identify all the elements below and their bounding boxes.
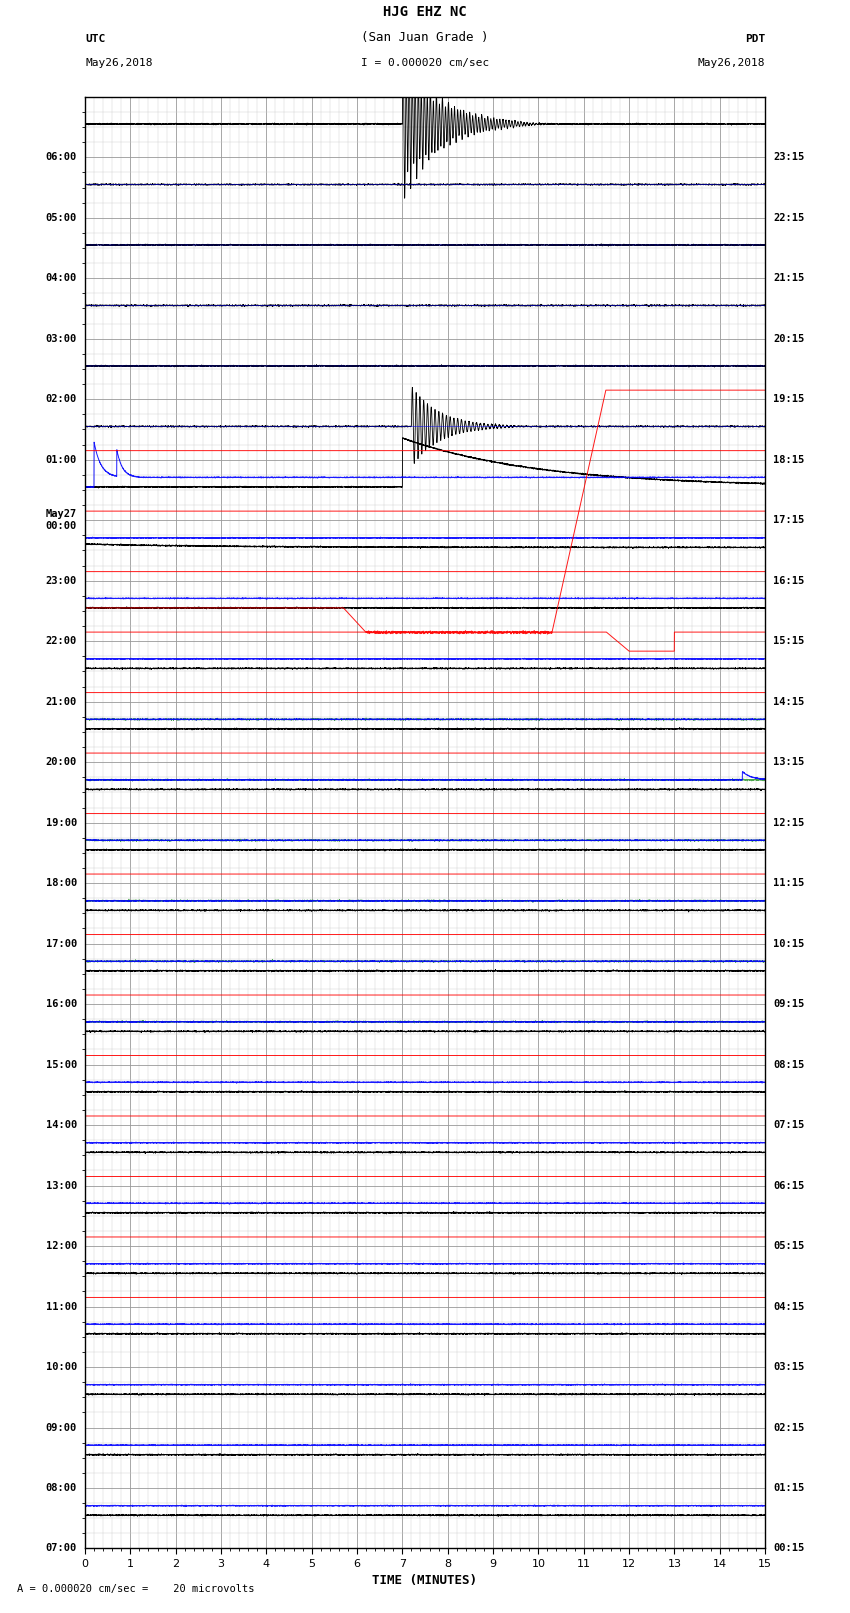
Text: 01:15: 01:15 (774, 1482, 804, 1494)
Text: 23:00: 23:00 (46, 576, 76, 586)
Text: 09:15: 09:15 (774, 998, 804, 1010)
Text: 05:00: 05:00 (46, 213, 76, 223)
Text: UTC: UTC (85, 34, 105, 44)
Text: 06:00: 06:00 (46, 152, 76, 163)
Text: 12:15: 12:15 (774, 818, 804, 827)
Text: 21:00: 21:00 (46, 697, 76, 706)
Text: 02:15: 02:15 (774, 1423, 804, 1432)
Text: 09:00: 09:00 (46, 1423, 76, 1432)
Text: 05:15: 05:15 (774, 1240, 804, 1252)
Text: 03:15: 03:15 (774, 1361, 804, 1373)
Text: 16:00: 16:00 (46, 998, 76, 1010)
Text: 19:15: 19:15 (774, 394, 804, 405)
Text: 08:00: 08:00 (46, 1482, 76, 1494)
Text: 23:15: 23:15 (774, 152, 804, 163)
Text: 16:15: 16:15 (774, 576, 804, 586)
Text: 13:15: 13:15 (774, 756, 804, 768)
Text: 18:00: 18:00 (46, 877, 76, 889)
Text: 04:00: 04:00 (46, 273, 76, 284)
Text: 04:15: 04:15 (774, 1302, 804, 1311)
Text: 08:15: 08:15 (774, 1060, 804, 1069)
Text: 11:00: 11:00 (46, 1302, 76, 1311)
Text: 19:00: 19:00 (46, 818, 76, 827)
Text: May26,2018: May26,2018 (85, 58, 152, 68)
Text: A = 0.000020 cm/sec =    20 microvolts: A = 0.000020 cm/sec = 20 microvolts (17, 1584, 254, 1594)
Text: 11:15: 11:15 (774, 877, 804, 889)
Text: 17:15: 17:15 (774, 515, 804, 526)
Text: May27
00:00: May27 00:00 (46, 510, 76, 531)
Text: May26,2018: May26,2018 (698, 58, 765, 68)
Text: 00:15: 00:15 (774, 1544, 804, 1553)
X-axis label: TIME (MINUTES): TIME (MINUTES) (372, 1574, 478, 1587)
Text: 17:00: 17:00 (46, 939, 76, 948)
Text: 14:15: 14:15 (774, 697, 804, 706)
Text: PDT: PDT (745, 34, 765, 44)
Text: 07:00: 07:00 (46, 1544, 76, 1553)
Text: I = 0.000020 cm/sec: I = 0.000020 cm/sec (361, 58, 489, 68)
Text: 10:00: 10:00 (46, 1361, 76, 1373)
Text: 15:15: 15:15 (774, 636, 804, 647)
Text: 21:15: 21:15 (774, 273, 804, 284)
Text: 06:15: 06:15 (774, 1181, 804, 1190)
Text: HJG EHZ NC: HJG EHZ NC (383, 5, 467, 19)
Text: 02:00: 02:00 (46, 394, 76, 405)
Text: (San Juan Grade ): (San Juan Grade ) (361, 31, 489, 44)
Text: 20:00: 20:00 (46, 756, 76, 768)
Text: 13:00: 13:00 (46, 1181, 76, 1190)
Text: 12:00: 12:00 (46, 1240, 76, 1252)
Text: 01:00: 01:00 (46, 455, 76, 465)
Text: 10:15: 10:15 (774, 939, 804, 948)
Text: 07:15: 07:15 (774, 1119, 804, 1131)
Text: 20:15: 20:15 (774, 334, 804, 344)
Text: 22:15: 22:15 (774, 213, 804, 223)
Text: 15:00: 15:00 (46, 1060, 76, 1069)
Text: 18:15: 18:15 (774, 455, 804, 465)
Text: 03:00: 03:00 (46, 334, 76, 344)
Text: 22:00: 22:00 (46, 636, 76, 647)
Text: 14:00: 14:00 (46, 1119, 76, 1131)
